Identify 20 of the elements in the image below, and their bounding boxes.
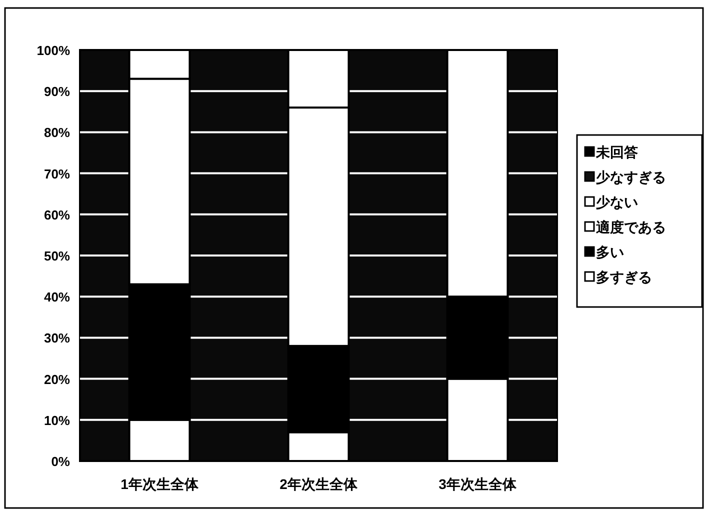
legend-label: 未回答 [595,144,638,160]
y-tick-label: 30% [44,330,70,346]
y-tick-label: 60% [44,207,70,222]
y-tick-label: 40% [44,290,70,305]
y-tick-label: 0% [51,454,70,469]
x-tick-label: 3年次生全体 [438,476,518,492]
legend-label: 適度である [595,219,666,235]
y-tick-label: 10% [44,412,70,428]
legend-label: 少ない [596,194,638,210]
y-tick-label: 70% [44,166,70,182]
legend-label: 多すぎる [596,269,652,285]
y-tick-label: 90% [44,84,70,100]
x-tick-label: 1年次生全体 [120,476,200,492]
y-tick-label: 20% [44,372,70,387]
y-tick-label: 80% [44,125,70,140]
y-tick-label: 50% [44,248,70,264]
y-tick-label: 100% [36,43,70,58]
legend-label: 多い [596,244,624,260]
legend-label: 少なすぎる [596,169,666,185]
x-tick-label: 2年次生全体 [280,476,358,492]
